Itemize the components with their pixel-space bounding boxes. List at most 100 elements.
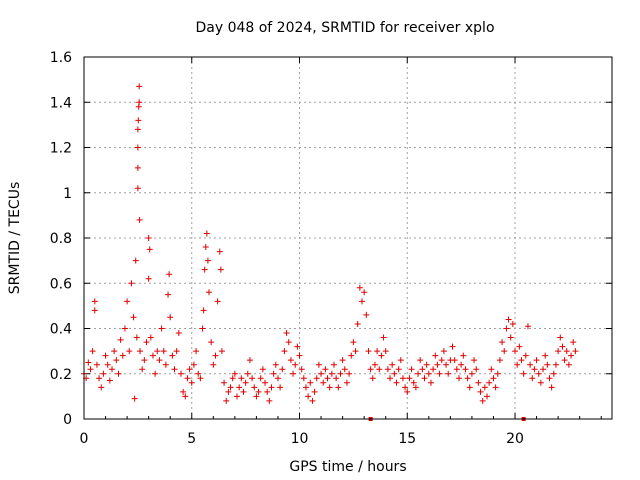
x-tick-label: 20 (506, 431, 524, 447)
data-point (399, 375, 406, 382)
data-point (348, 352, 355, 359)
data-point (259, 366, 266, 373)
data-point (359, 298, 366, 305)
data-point (354, 320, 361, 327)
data-point (527, 361, 534, 368)
y-tick-label: 0.6 (50, 276, 72, 292)
data-point (471, 357, 478, 364)
data-point (154, 348, 161, 355)
data-point (516, 343, 523, 350)
data-point (542, 352, 549, 359)
data-point (417, 357, 424, 364)
data-point (216, 248, 223, 255)
data-point (134, 164, 141, 171)
data-point (412, 384, 419, 391)
data-point (328, 370, 335, 377)
data-point (253, 393, 260, 400)
data-point (544, 361, 551, 368)
data-point (89, 348, 96, 355)
data-point (111, 348, 118, 355)
data-point (136, 83, 143, 90)
data-point (160, 348, 167, 355)
data-point (300, 375, 307, 382)
data-point (427, 379, 434, 386)
data-point (311, 388, 318, 395)
data-point (341, 366, 348, 373)
data-point (550, 370, 557, 377)
data-point (464, 375, 471, 382)
data-point (546, 375, 553, 382)
data-point (572, 348, 579, 355)
data-point (102, 352, 109, 359)
data-point (494, 370, 501, 377)
data-point (152, 370, 159, 377)
data-point (486, 379, 493, 386)
data-point (425, 370, 432, 377)
y-tick-label: 1.6 (50, 50, 72, 66)
data-point (217, 266, 224, 273)
data-point (177, 370, 184, 377)
data-point (145, 275, 152, 282)
data-point (201, 266, 208, 273)
y-tick-label: 0.8 (50, 231, 72, 247)
data-point (570, 339, 577, 346)
data-point (488, 366, 495, 373)
data-point (214, 298, 221, 305)
data-point (563, 348, 570, 355)
data-point (402, 384, 409, 391)
data-point (339, 357, 346, 364)
data-point (343, 379, 350, 386)
data-point (462, 366, 469, 373)
data-point (238, 375, 245, 382)
data-point (91, 307, 98, 314)
data-point (106, 377, 113, 384)
data-point (165, 291, 172, 298)
data-point (350, 339, 357, 346)
data-point (133, 334, 140, 341)
data-point (449, 343, 456, 350)
data-point (419, 366, 426, 373)
y-axis-label: SRMTID / TECUs (7, 182, 23, 295)
data-point (274, 375, 281, 382)
data-point (363, 311, 370, 318)
x-tick-label: 5 (187, 431, 196, 447)
data-point (380, 334, 387, 341)
data-point (468, 370, 475, 377)
data-point (234, 393, 241, 400)
data-point (499, 339, 506, 346)
data-point (146, 246, 153, 253)
data-point (264, 388, 271, 395)
data-point (322, 366, 329, 373)
data-point (324, 375, 331, 382)
data-point (492, 384, 499, 391)
data-point (124, 298, 131, 305)
data-point (371, 361, 378, 368)
data-point (166, 271, 173, 278)
data-point (475, 379, 482, 386)
data-point (279, 366, 286, 373)
data-point (130, 314, 137, 321)
data-point (135, 117, 142, 124)
data-point (365, 348, 372, 355)
data-point (182, 393, 189, 400)
data-point (479, 397, 486, 404)
data-point (93, 361, 100, 368)
data-point (128, 280, 135, 287)
data-point (307, 379, 314, 386)
data-point (210, 361, 217, 368)
data-point (445, 370, 452, 377)
data-point (184, 375, 191, 382)
data-point (514, 361, 521, 368)
data-point (440, 348, 447, 355)
data-point (277, 384, 284, 391)
data-point (432, 352, 439, 359)
data-point (121, 325, 128, 332)
plot-frame (83, 56, 613, 420)
data-point (285, 339, 292, 346)
data-point (320, 379, 327, 386)
data-point (131, 395, 138, 402)
y-tick-label: 0 (63, 412, 72, 428)
data-point (565, 361, 572, 368)
data-point (162, 361, 169, 368)
chart-data-points (81, 83, 579, 421)
